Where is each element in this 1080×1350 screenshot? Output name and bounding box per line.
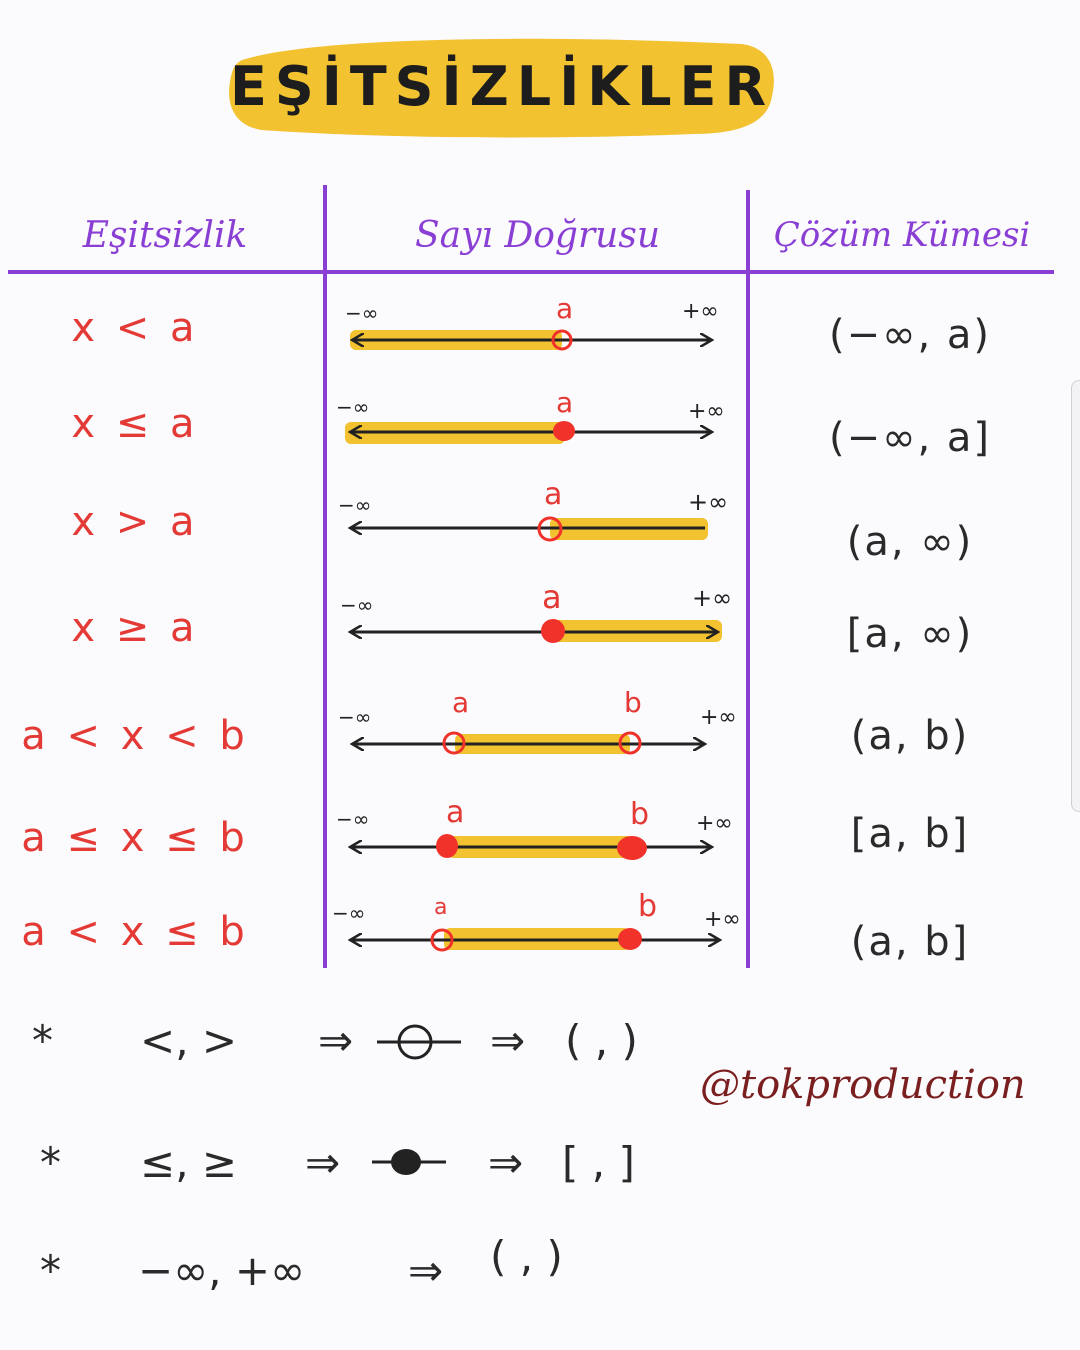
- open-point-a-row-7: [430, 928, 454, 952]
- table-grid: [8, 185, 1054, 968]
- label-b-row-5: b: [624, 686, 642, 719]
- number-line-row-4: −∞ +∞ a: [340, 578, 732, 643]
- note-2-symbols: ≤, ≥: [140, 1137, 238, 1187]
- label-b-row-7: b: [638, 889, 657, 924]
- inequality-row-7: a < x ≤ b: [21, 909, 249, 955]
- solution-row-4: [a, ∞): [846, 611, 974, 657]
- scrollbar[interactable]: [1071, 380, 1080, 812]
- note-3-star: *: [40, 1245, 61, 1295]
- note-1-result: ( , ): [565, 1015, 638, 1065]
- filled-point-b-row-7: [618, 928, 642, 950]
- pos-inf-row-6: +∞: [696, 811, 733, 836]
- note-1-arrow-1: ⇒: [318, 1015, 354, 1065]
- note-1-arrow-2: ⇒: [490, 1015, 526, 1065]
- filled-point-a-row-4: [541, 619, 565, 643]
- label-a-row-2: a: [556, 386, 573, 419]
- pos-inf-row-7: +∞: [704, 907, 741, 932]
- pos-inf-row-1: +∞: [682, 299, 719, 324]
- inequality-row-5: a < x < b: [21, 713, 249, 759]
- number-line-row-3: −∞ +∞ a: [338, 477, 728, 542]
- open-point-a-row-5: [442, 731, 466, 755]
- number-line-row-7: −∞ +∞ a b: [332, 889, 741, 952]
- header-inequality: Eşitsizlik: [82, 214, 248, 256]
- inequality-row-2: x ≤ a: [71, 401, 199, 447]
- label-a-row-7: a: [434, 895, 447, 920]
- solution-row-5: (a, b): [850, 713, 970, 759]
- label-a-row-6: a: [446, 795, 464, 830]
- note-3-result: ( , ): [490, 1231, 563, 1281]
- header-solution-set: Çözüm Kümesi: [773, 215, 1031, 255]
- solution-row-2: (−∞, a]: [829, 415, 991, 461]
- label-b-row-6: b: [630, 797, 649, 832]
- inequality-row-4: x ≥ a: [71, 605, 199, 651]
- note-2-arrow-2: ⇒: [488, 1137, 524, 1187]
- neg-inf-row-1: −∞: [345, 301, 378, 325]
- filled-point-a-row-6: [436, 834, 458, 858]
- note-2-arrow-1: ⇒: [305, 1137, 341, 1187]
- open-circle-icon: [377, 1024, 461, 1060]
- filled-point-a-row-2: [553, 421, 575, 441]
- number-line-row-5: −∞ +∞ a b: [338, 686, 737, 755]
- note-1-star: *: [32, 1015, 53, 1065]
- note-3-symbols: −∞, +∞: [138, 1245, 306, 1295]
- solution-row-3: (a, ∞): [846, 519, 974, 565]
- solution-row-6: [a, b]: [850, 811, 970, 857]
- number-lines: −∞ +∞ a −∞ +∞ a −∞ +∞ a −∞ +∞ a −∞ +∞ a: [332, 292, 741, 952]
- author-handle: @tokproduction: [700, 1062, 1026, 1108]
- note-2-result: [ , ]: [562, 1137, 635, 1187]
- number-line-row-2: −∞ +∞ a: [336, 386, 725, 444]
- inequality-row-3: x > a: [71, 499, 199, 545]
- number-line-row-1: −∞ +∞ a: [345, 292, 719, 351]
- filled-circle-icon: [372, 1149, 446, 1175]
- title-banner: EŞİTSİZLİKLER: [222, 30, 782, 142]
- inequality-row-6: a ≤ x ≤ b: [21, 815, 249, 861]
- neg-inf-row-4: −∞: [340, 593, 373, 617]
- neg-inf-row-7: −∞: [332, 901, 365, 925]
- neg-inf-row-2: −∞: [336, 395, 369, 419]
- open-point-b-row-5: [618, 731, 642, 755]
- pos-inf-row-4: +∞: [692, 584, 732, 612]
- page-title: EŞİTSİZLİKLER: [229, 54, 775, 118]
- pos-inf-row-2: +∞: [688, 399, 725, 424]
- number-line-row-6: −∞ +∞ a b: [336, 795, 733, 860]
- pos-inf-row-3: +∞: [688, 488, 728, 516]
- solution-row-1: (−∞, a): [829, 312, 991, 358]
- label-a-row-3: a: [544, 477, 562, 512]
- label-a-row-5: a: [452, 686, 469, 719]
- note-2-star: *: [40, 1137, 61, 1187]
- pos-inf-row-5: +∞: [700, 705, 737, 730]
- solution-row-7: (a, b]: [850, 919, 970, 965]
- inequality-row-1: x < a: [71, 305, 199, 351]
- neg-inf-row-3: −∞: [338, 493, 371, 517]
- note-1-symbols: <, >: [140, 1015, 238, 1065]
- open-point-a-row-3: [537, 516, 563, 542]
- open-point-a-row-1: [551, 329, 573, 351]
- title-highlight: [229, 38, 774, 138]
- neg-inf-row-6: −∞: [336, 807, 369, 831]
- filled-point-b-row-6: [617, 836, 647, 860]
- label-a-row-1: a: [556, 292, 573, 325]
- neg-inf-row-5: −∞: [338, 705, 371, 729]
- label-a-row-4: a: [542, 578, 562, 616]
- header-number-line: Sayı Doğrusu: [414, 214, 661, 256]
- note-3-arrow-1: ⇒: [408, 1245, 444, 1295]
